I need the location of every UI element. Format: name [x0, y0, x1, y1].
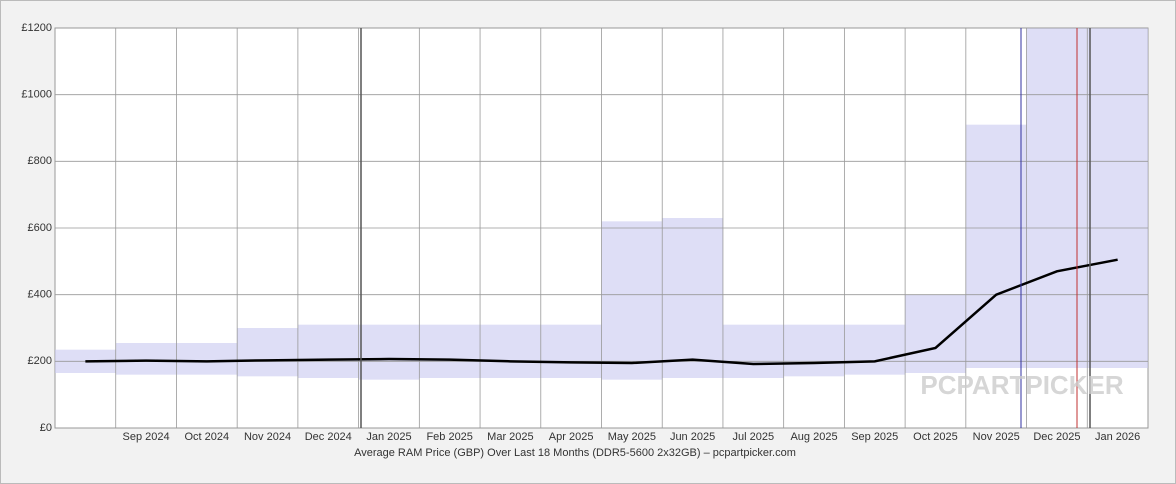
- x-tick-label: Sep 2025: [851, 431, 898, 443]
- price-range: [540, 324, 602, 378]
- y-tick-label: £200: [28, 355, 52, 367]
- y-tick-label: £1200: [21, 22, 52, 34]
- price-range: [480, 324, 541, 378]
- x-tick-label: Jun 2025: [670, 431, 715, 443]
- price-range: [905, 294, 966, 373]
- price-range: [1087, 28, 1148, 368]
- x-tick-label: Feb 2025: [426, 431, 472, 443]
- price-range: [783, 324, 845, 377]
- average-price-line: [85, 258, 1118, 366]
- price-range: [1026, 28, 1088, 368]
- price-range: [722, 324, 784, 378]
- price-range: [601, 221, 663, 380]
- price-range: [965, 124, 1027, 369]
- x-tick-label: Oct 2025: [913, 431, 958, 443]
- price-range: [358, 324, 420, 380]
- x-tick-label: Jan 2025: [366, 431, 411, 443]
- x-tick-label: Mar 2025: [487, 431, 533, 443]
- price-range: [176, 343, 238, 375]
- x-tick-label: Sep 2024: [123, 431, 170, 443]
- price-range: [297, 324, 359, 378]
- y-tick-label: £0: [40, 422, 52, 434]
- watermark: PCPARTPICKER: [920, 370, 1123, 400]
- marks: £0 £200 £400 £600 £800 £1000 £1200: [21, 22, 1148, 434]
- x-tick-label: Aug 2025: [790, 431, 837, 443]
- x-tick-label: Dec 2024: [305, 431, 352, 443]
- x-tick-label: Jan 2026: [1095, 431, 1140, 443]
- price-range: [419, 324, 481, 378]
- x-tick-label: Nov 2024: [244, 431, 291, 443]
- price-range: [237, 328, 298, 377]
- price-range: [844, 324, 906, 375]
- chart-title: Average RAM Price (GBP) Over Last 18 Mon…: [354, 447, 796, 459]
- x-tick-label: Dec 2025: [1033, 431, 1080, 443]
- y-tick-label: £1000: [21, 89, 52, 101]
- x-tick-label: Oct 2024: [184, 431, 229, 443]
- price-range: [662, 218, 723, 378]
- y-tick-label: £800: [28, 155, 52, 167]
- x-tick-label: Apr 2025: [549, 431, 594, 443]
- y-tick-label: £400: [28, 289, 52, 301]
- x-tick-label: Jul 2025: [733, 431, 775, 443]
- x-tick-label: May 2025: [608, 431, 656, 443]
- x-tick-label: Nov 2025: [973, 431, 1020, 443]
- y-tick-label: £600: [28, 222, 52, 234]
- price-range: [115, 343, 177, 375]
